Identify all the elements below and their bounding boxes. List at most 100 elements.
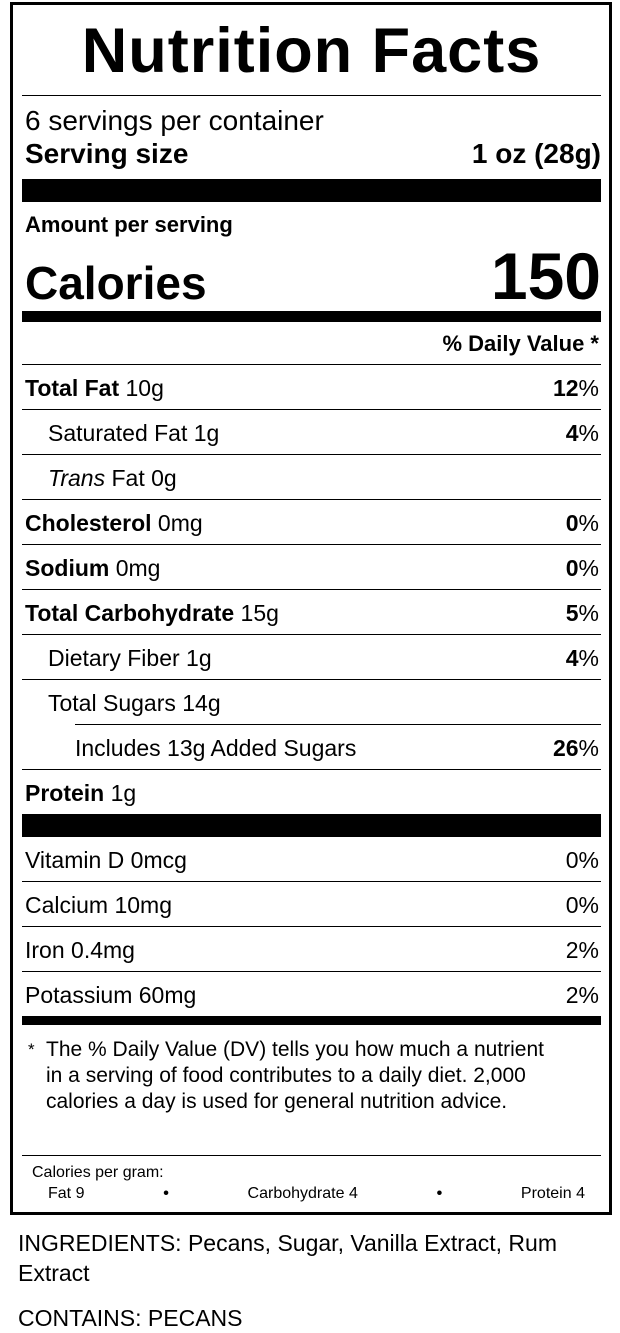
calories-per-gram: Calories per gram: [32, 1164, 164, 1181]
nutrient: Includes 13g Added Sugars [75, 725, 356, 769]
nutrient-row: Total Sugars 14g [22, 679, 601, 724]
serving-size-label: Serving size [25, 138, 189, 169]
nutrient-amount: 1g [110, 780, 137, 806]
footnote-mark: * [28, 1040, 35, 1059]
dv-number: 4 [565, 645, 579, 671]
ingredients: INGREDIENTS: Pecans, Sugar, Vanilla Extr… [18, 1230, 557, 1286]
footnote: * The % Daily Value (DV) tells you how m… [22, 1037, 601, 1156]
calories-per-gram-item: Protein 4 [520, 1185, 585, 1202]
nutrient-amount: 15g [240, 600, 279, 626]
daily-value: 12% [553, 365, 599, 409]
nutrient: Trans Fat 0g [48, 455, 177, 499]
bullet: • [163, 1185, 169, 1202]
daily-value: 4% [566, 635, 599, 679]
nutrient-name: Total Fat [25, 375, 120, 401]
nutrient-name: Trans [48, 465, 106, 491]
serving-size: Serving size 1 oz (28g) [22, 137, 601, 171]
dv-unit: % [578, 645, 599, 671]
nutrient-name: Includes 13g Added Sugars [75, 735, 357, 761]
calories-per-gram-items: Fat 9 • Carbohydrate 4 • Protein 4 [22, 1183, 601, 1205]
dv-unit: % [578, 420, 599, 446]
nutrient-amount: 1g [193, 420, 220, 446]
vitamin-name: Potassium 60mg [25, 982, 197, 1008]
vitamin-dv: 0% [565, 847, 599, 873]
contains: CONTAINS: PECANS [18, 1305, 243, 1331]
vitamin-dv: 2% [565, 937, 599, 963]
daily-value: 0% [566, 500, 599, 544]
servings: 6 servings per container [25, 105, 324, 136]
dv-number: 12 [552, 375, 579, 401]
nutrient: Cholesterol 0mg [25, 500, 203, 544]
calories: Calories 150 [22, 237, 601, 309]
dv-unit: % [578, 375, 599, 401]
nutrition-label: Nutrition Facts 6 servings per container… [10, 2, 612, 1215]
nutrient-name: Total Carbohydrate [25, 600, 235, 626]
dv-unit: % [578, 735, 599, 761]
nutrient-name: Sodium [25, 555, 110, 581]
nutrient-row: Protein 1g [22, 769, 601, 814]
nutrient-name: Total Sugars [48, 690, 176, 716]
vitamin-dv: 2% [565, 982, 599, 1008]
nutrient-amount: 0mg [115, 555, 161, 581]
nutrient: Total Carbohydrate 15g [25, 590, 279, 634]
nutrient-row: Total Carbohydrate 15g 5% [22, 589, 601, 634]
divider-bar [22, 179, 601, 202]
dv-number: 5 [565, 600, 579, 626]
nutrient-list: Total Fat 10g 12% Saturated Fat 1g 4% Trans … [22, 364, 601, 814]
nutrient-row: Cholesterol 0mg 0% [22, 499, 601, 544]
nutrient-amount: 0mg [157, 510, 203, 536]
nutrient: Saturated Fat 1g [48, 410, 219, 454]
footnote-text: The % Daily Value (DV) tells you how muc… [46, 1038, 544, 1113]
nutrient-amount: Fat 0g [111, 465, 177, 491]
vitamin-row: Iron 0.4mg 2% [22, 926, 601, 971]
amount-per-serving: Amount per serving [25, 212, 233, 237]
daily-value: 5% [566, 590, 599, 634]
calories-value: 150 [490, 239, 601, 313]
nutrient-row: Dietary Fiber 1g 4% [22, 634, 601, 679]
nutrient-row: Trans Fat 0g [22, 454, 601, 499]
label-title: Nutrition Facts [22, 5, 601, 96]
calories-per-gram-item: Fat 9 [48, 1185, 85, 1202]
nutrient-amount: 14g [182, 690, 221, 716]
calories-label: Calories [25, 257, 207, 309]
nutrient: Protein 1g [25, 770, 136, 814]
dv-number: 0 [565, 555, 579, 581]
vitamin-row: Potassium 60mg 2% [22, 971, 601, 1016]
divider-bar [22, 311, 601, 322]
nutrient-name: Protein [25, 780, 105, 806]
dv-unit: % [578, 555, 599, 581]
divider-bar [22, 1016, 601, 1025]
bullet: • [436, 1185, 443, 1202]
nutrient-name: Cholesterol [25, 510, 152, 536]
dv-header: % Daily Value * [442, 331, 599, 356]
nutrient: Total Sugars 14g [48, 680, 221, 724]
vitamin-list: Vitamin D 0mcg 0% Calcium 10mg 0% Iron 0.4mg… [22, 837, 601, 1016]
divider-bar [22, 814, 601, 837]
vitamin-row: Calcium 10mg 0% [22, 881, 601, 926]
vitamin-row: Vitamin D 0mcg 0% [22, 837, 601, 881]
nutrient-name: Saturated Fat [48, 420, 188, 446]
dv-unit: % [578, 600, 599, 626]
dv-unit: % [578, 510, 599, 536]
vitamin-name: Calcium 10mg [25, 892, 172, 918]
nutrient: Dietary Fiber 1g [48, 635, 212, 679]
nutrient-name: Dietary Fiber [48, 645, 180, 671]
nutrient-row: Sodium 0mg 0% [22, 544, 601, 589]
nutrient: Sodium 0mg [25, 545, 160, 589]
dv-number: 0 [565, 510, 579, 536]
daily-value: 26% [553, 725, 599, 769]
vitamin-name: Iron 0.4mg [25, 937, 135, 963]
serving-size-value: 1 oz (28g) [471, 138, 601, 169]
daily-value: 0% [566, 545, 599, 589]
dv-number: 26 [552, 735, 579, 761]
calories-per-gram-item: Carbohydrate 4 [247, 1185, 358, 1202]
daily-value: 4% [566, 410, 599, 454]
nutrient-row: Saturated Fat 1g 4% [22, 409, 601, 454]
nutrient: Total Fat 10g [25, 365, 164, 409]
nutrient-row: Includes 13g Added Sugars 26% [75, 724, 601, 769]
nutrient-row: Total Fat 10g 12% [22, 364, 601, 409]
vitamin-dv: 0% [565, 892, 599, 918]
nutrient-amount: 1g [186, 645, 212, 671]
nutrient-amount: 10g [125, 375, 164, 401]
